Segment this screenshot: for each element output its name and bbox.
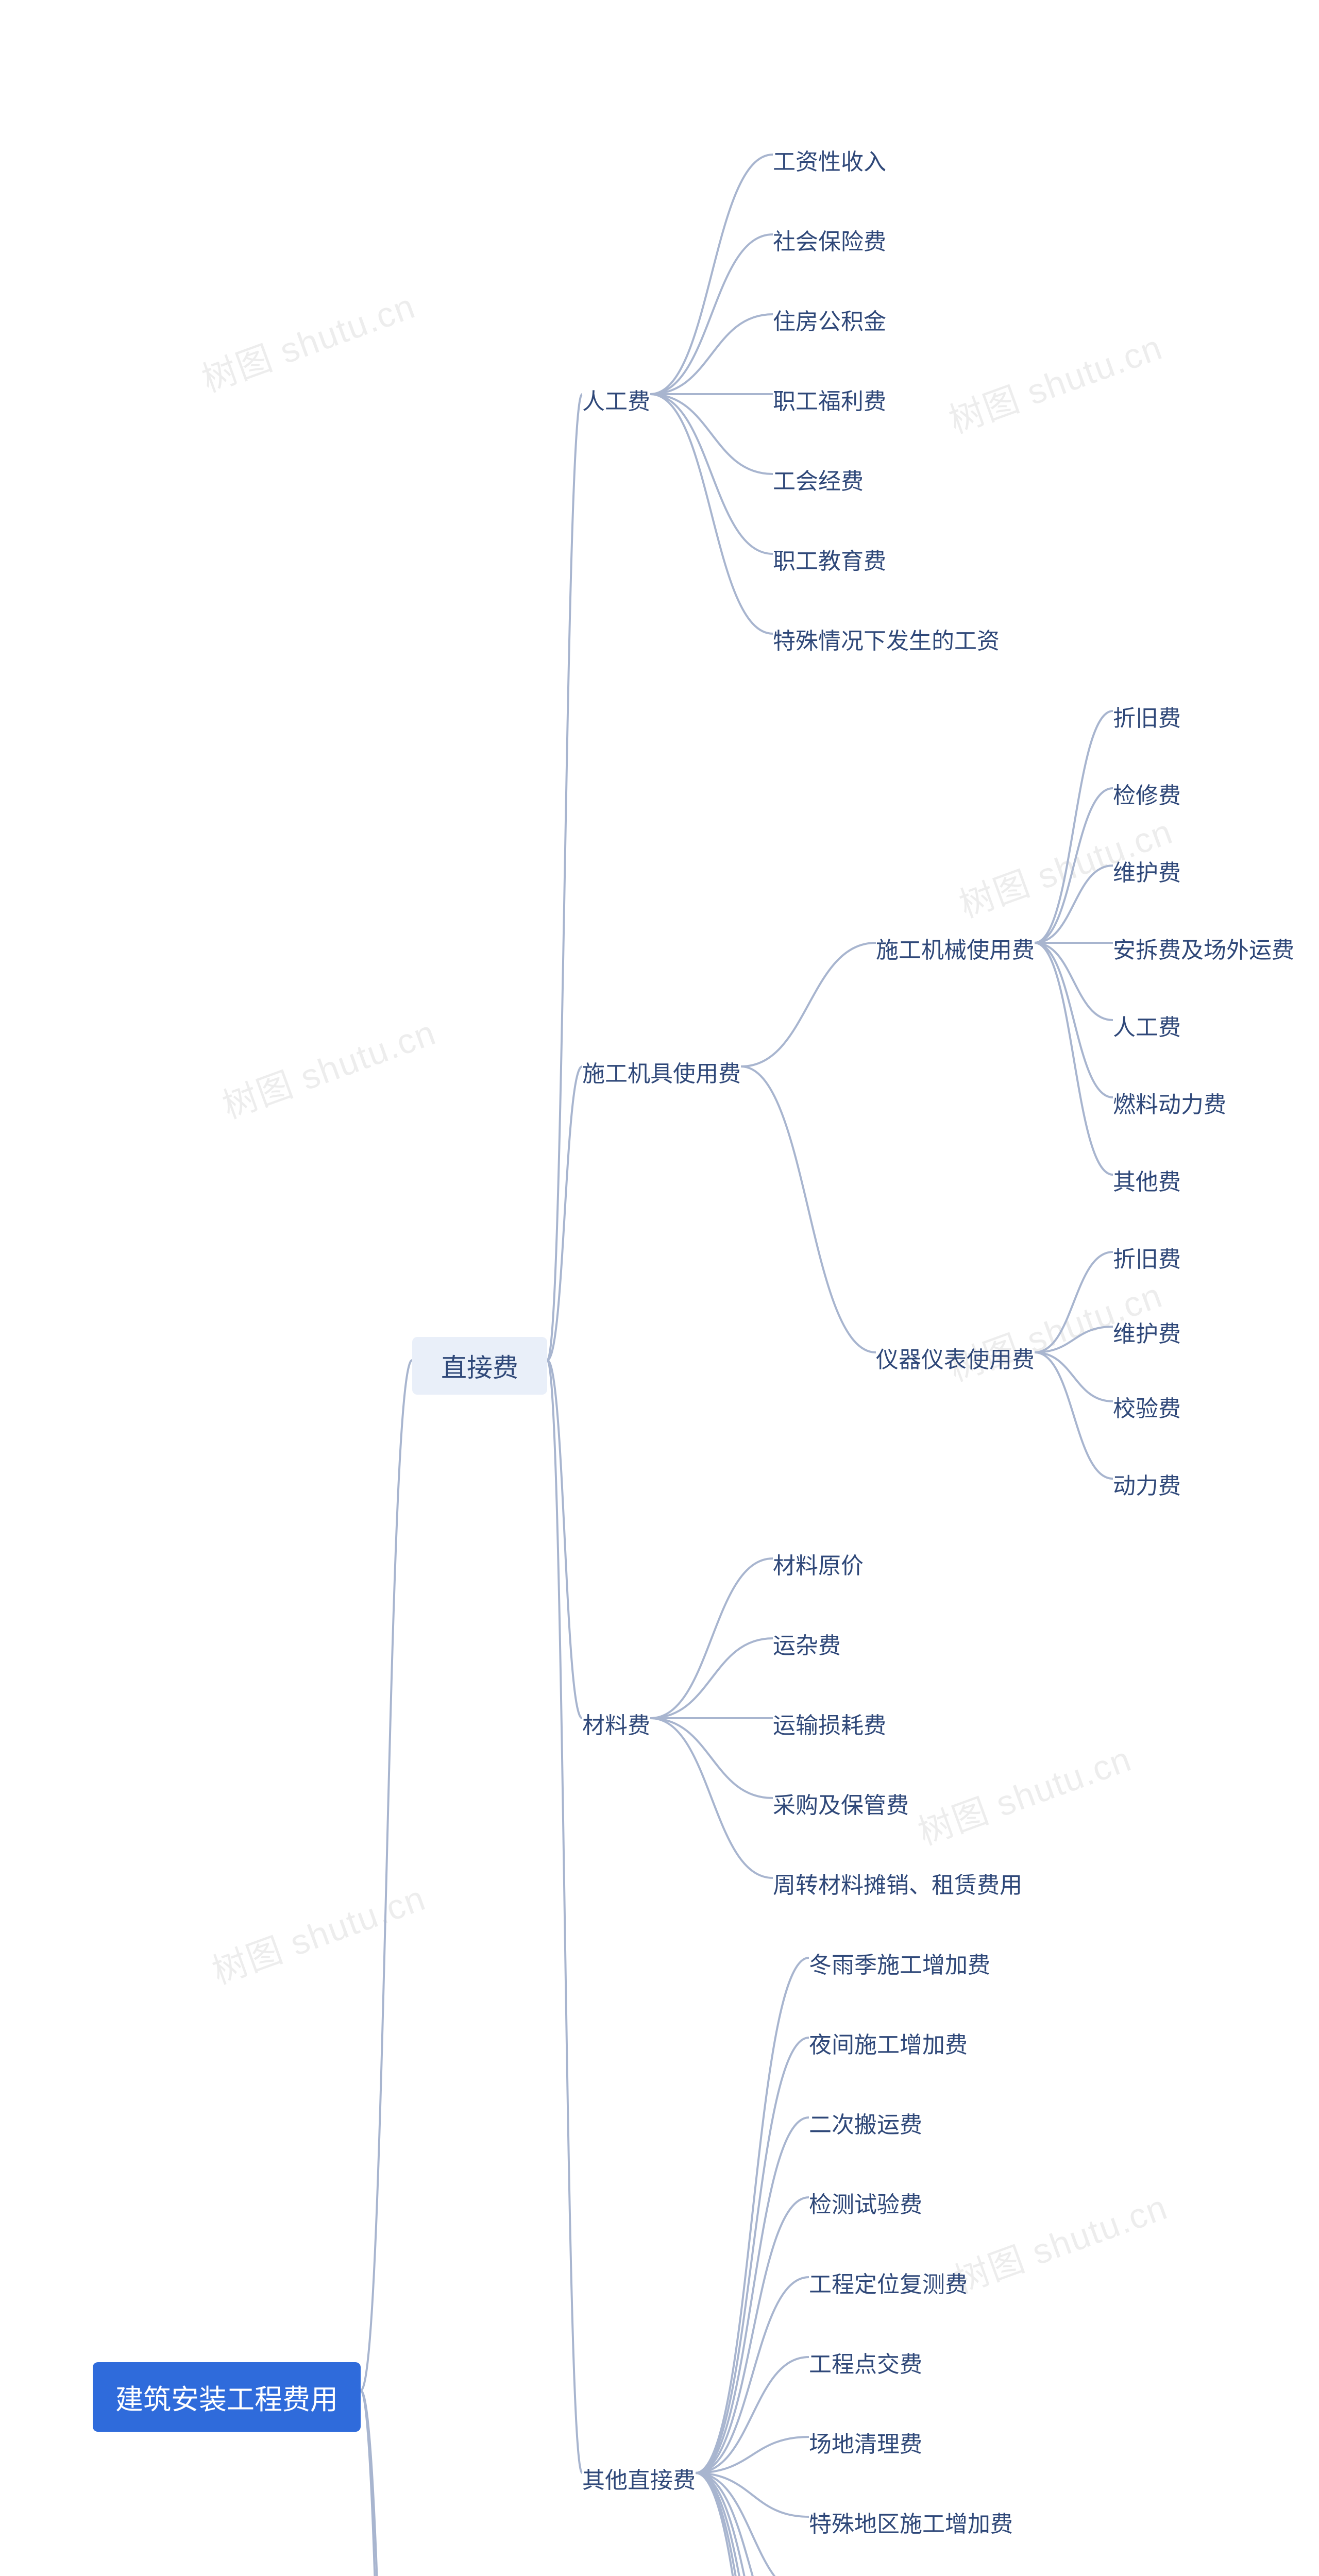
- node-layer: 建筑安装工程费用 直接费 人工费 工资性收入社会保险费住房公积金职工福利费工会经费职工…: [0, 0, 1319, 2576]
- leaf-node-l6: 职工教育费: [773, 543, 886, 575]
- leaf-node-od4: 检测试验费: [809, 2186, 922, 2219]
- leaf-node-l4: 职工福利费: [773, 383, 886, 416]
- leaf-node-od8: 特殊地区施工增加费: [809, 2505, 1013, 2538]
- leaf-node-mt3: 运输损耗费: [773, 1707, 886, 1740]
- leaf-node-labor: 人工费: [582, 383, 650, 416]
- leaf-node-mt4: 采购及保管费: [773, 1787, 909, 1820]
- mindmap-canvas: 树图 shutu.cn树图 shutu.cn树图 shutu.cn树图 shut…: [0, 0, 1319, 2576]
- leaf-node-od7: 场地清理费: [809, 2426, 922, 2459]
- leaf-node-mi2: 维护费: [1113, 1315, 1181, 1348]
- leaf-node-mi4: 动力费: [1113, 1467, 1181, 1500]
- leaf-node-l7: 特殊情况下发生的工资: [773, 622, 1000, 655]
- leaf-node-l3: 住房公积金: [773, 303, 886, 336]
- category-node-direct: 直接费: [412, 1337, 547, 1395]
- leaf-node-mt2: 运杂费: [773, 1627, 841, 1660]
- leaf-node-me1: 折旧费: [1113, 700, 1181, 733]
- leaf-node-od3: 二次搬运费: [809, 2106, 922, 2139]
- leaf-node-me4: 安拆费及场外运费: [1113, 931, 1294, 964]
- leaf-node-l2: 社会保险费: [773, 223, 886, 256]
- leaf-node-od2: 夜间施工增加费: [809, 2026, 968, 2059]
- leaf-node-me5: 人工费: [1113, 1009, 1181, 1042]
- leaf-node-mi3: 校验费: [1113, 1390, 1181, 1423]
- root-node: 建筑安装工程费用: [93, 2362, 361, 2432]
- leaf-node-mi1: 折旧费: [1113, 1241, 1181, 1274]
- leaf-node-mt5: 周转材料摊销、租赁费用: [773, 1867, 1022, 1900]
- leaf-node-otherdir: 其他直接费: [582, 2462, 696, 2495]
- leaf-node-l1: 工资性收入: [773, 143, 886, 176]
- leaf-node-mach-eq: 施工机械使用费: [876, 931, 1035, 964]
- leaf-node-od5: 工程定位复测费: [809, 2266, 968, 2299]
- leaf-node-machine: 施工机具使用费: [582, 1055, 741, 1088]
- leaf-node-mach-inst: 仪器仪表使用费: [876, 1341, 1035, 1374]
- leaf-node-od1: 冬雨季施工增加费: [809, 1946, 990, 1979]
- leaf-node-material: 材料费: [582, 1707, 650, 1740]
- leaf-node-me2: 检修费: [1113, 777, 1181, 810]
- leaf-node-l5: 工会经费: [773, 463, 864, 496]
- leaf-node-od6: 工程点交费: [809, 2346, 922, 2379]
- leaf-node-me7: 其他费: [1113, 1163, 1181, 1196]
- leaf-node-me3: 维护费: [1113, 854, 1181, 887]
- leaf-node-mt1: 材料原价: [773, 1547, 864, 1580]
- leaf-node-me6: 燃料动力费: [1113, 1086, 1226, 1119]
